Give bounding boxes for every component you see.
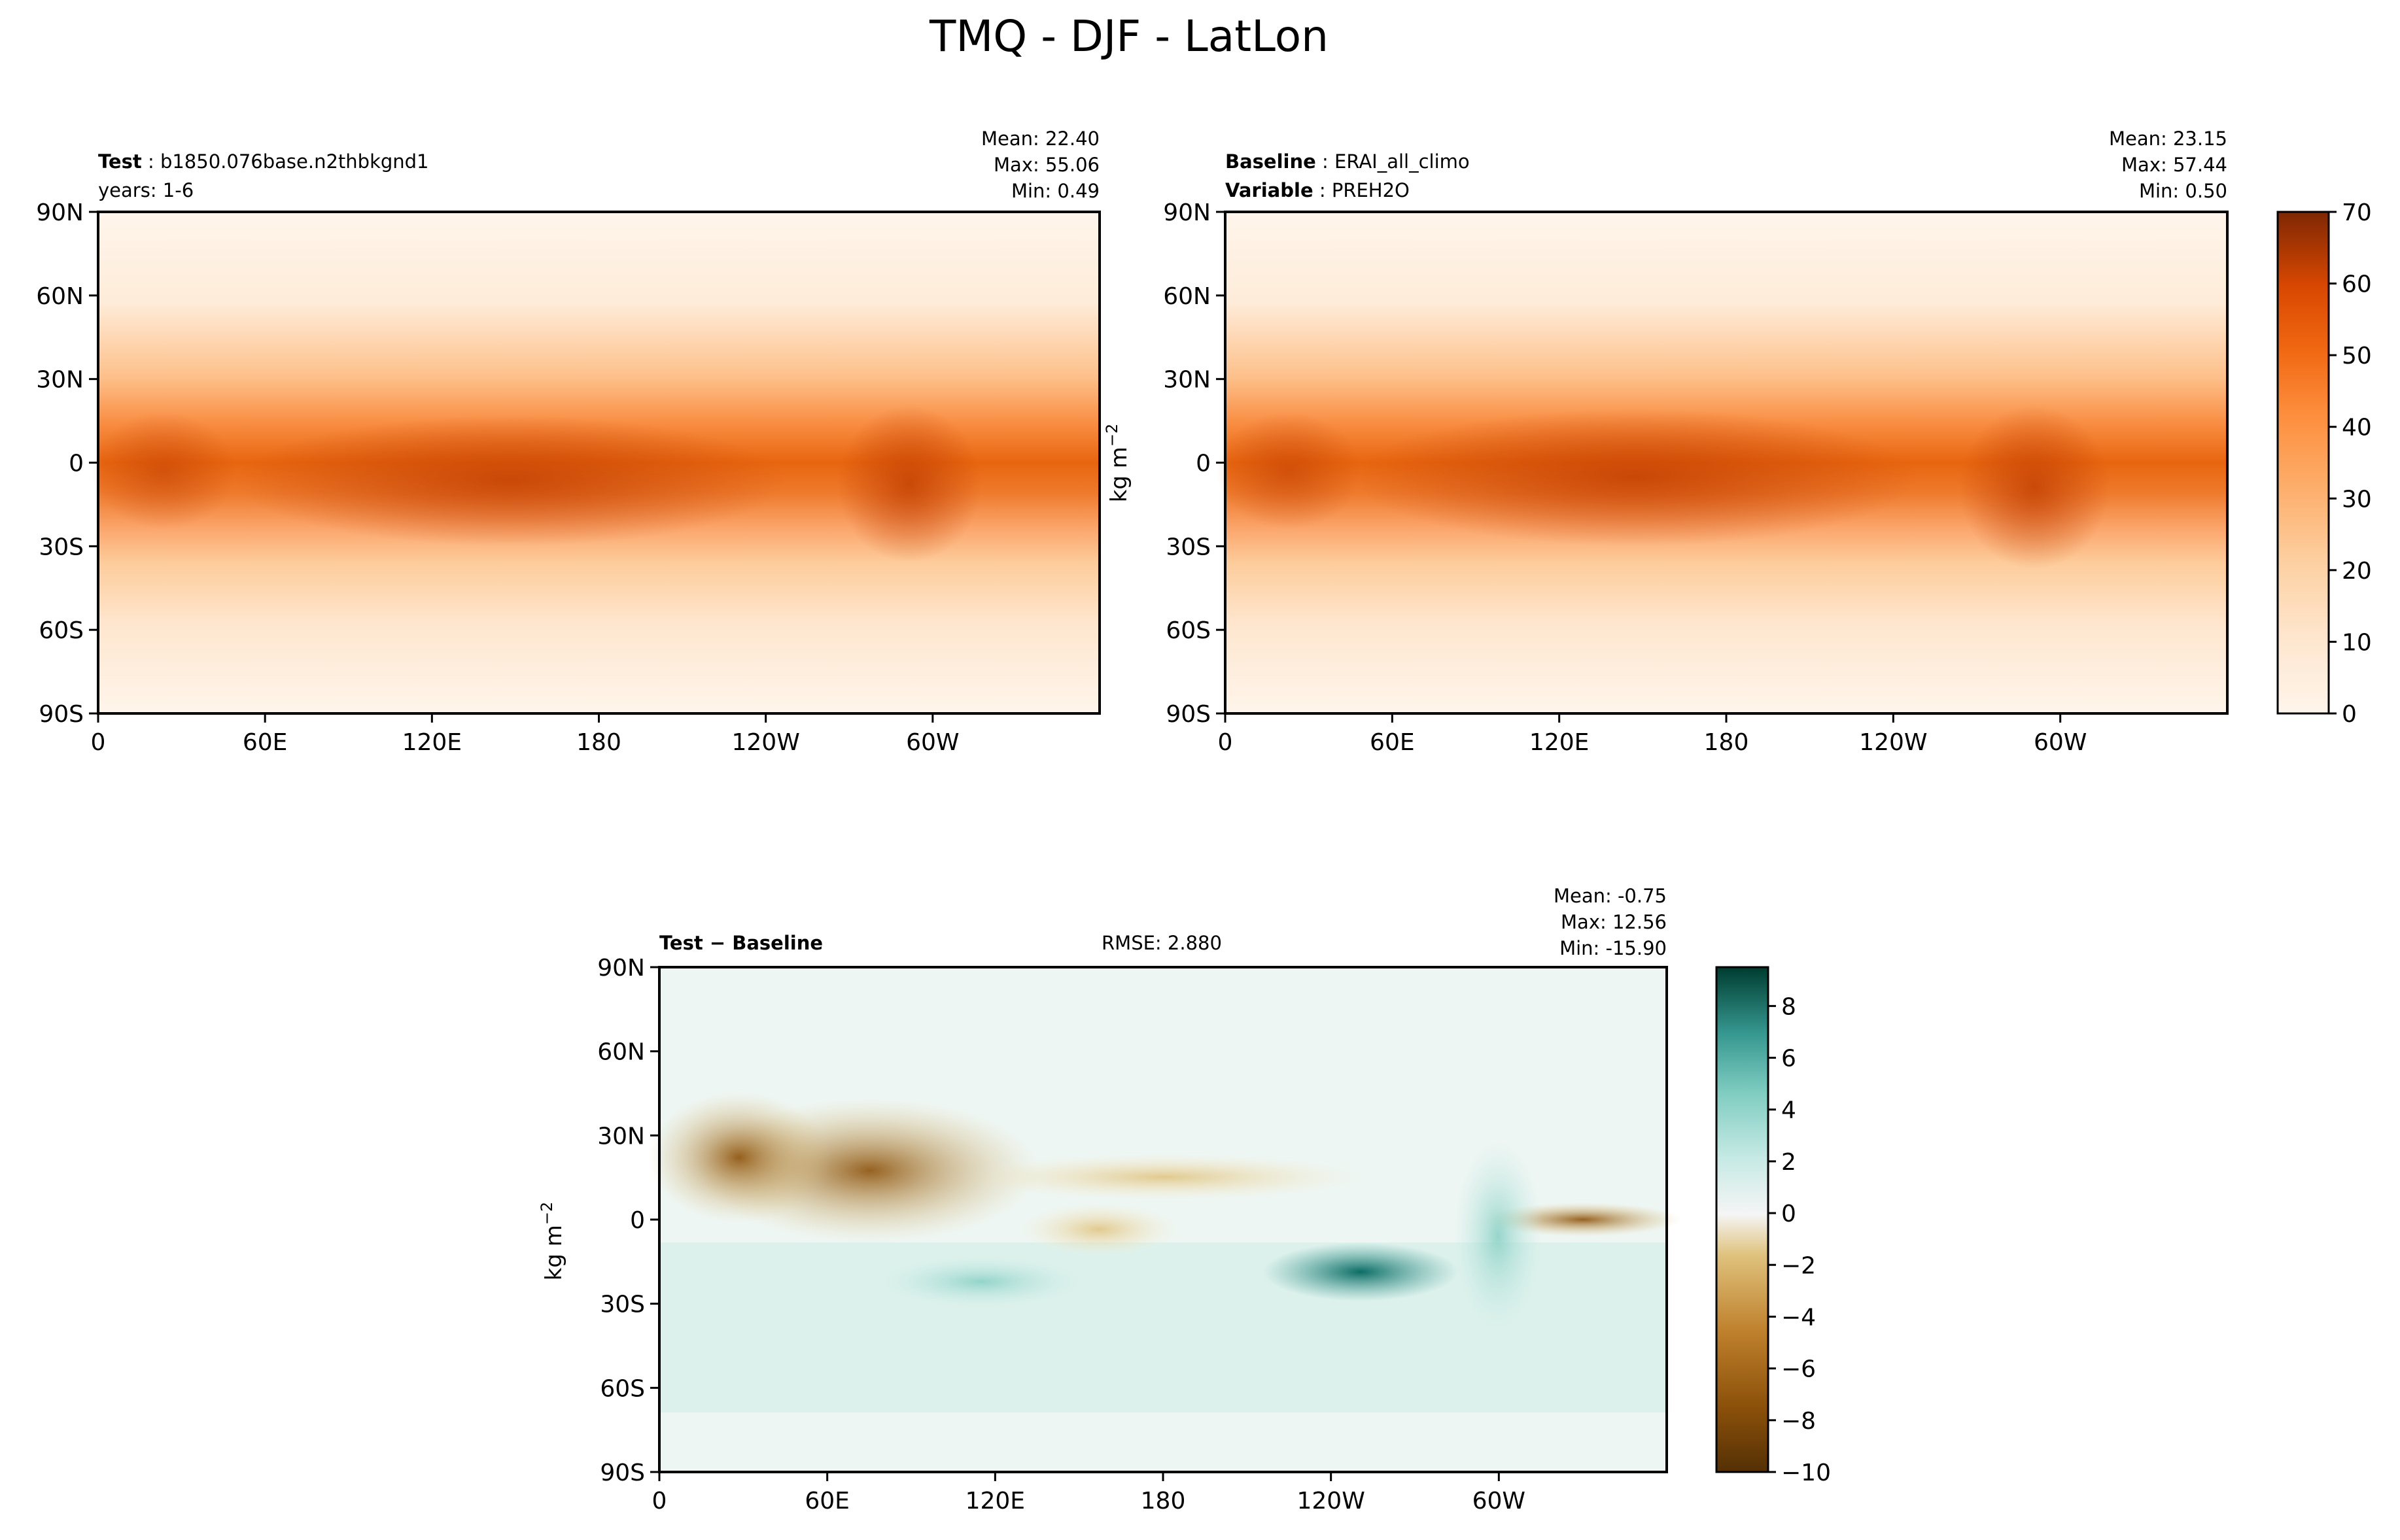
test-lat-label: 30S (39, 534, 84, 560)
baseline-lon-label: 60W (2034, 729, 2087, 756)
diff-title: Test − Baseline (659, 932, 823, 954)
test-lon-label: 60W (906, 729, 959, 756)
diff-lat-label: 90N (597, 955, 645, 982)
test-lat-label: 60N (36, 283, 84, 310)
colorbar-tmq-tick-label: 30 (2342, 486, 2372, 513)
colorbar-tmq-tick-label: 0 (2342, 701, 2357, 728)
colorbar-tmq-tick-label: 20 (2342, 558, 2372, 585)
test-lon-label: 120E (402, 729, 462, 756)
baseline-max: Max: 57.44 (2121, 154, 2227, 176)
baseline-variable: Variable : PREH2O (1225, 179, 1410, 201)
test-lat-label: 0 (69, 451, 84, 477)
diff-lat-label: 0 (630, 1207, 645, 1234)
diff-lon-label: 180 (1141, 1488, 1186, 1514)
test-lat-label: 30N (36, 367, 84, 394)
svg-text:kg m−2: kg m−2 (538, 1202, 567, 1281)
baseline-lat-label: 60S (1166, 617, 1211, 644)
diff-lon-label: 120E (965, 1488, 1025, 1514)
test-axes: 90N 60N 30N 0 30S 60S 90S 0 60E 120E 180 120W 60W (36, 199, 1101, 756)
colorbar-diff-tick-label: 2 (1781, 1149, 1796, 1176)
diff-lon-label: 60W (1472, 1488, 1525, 1514)
colorbar-diff-tick-label: −4 (1781, 1304, 1816, 1331)
svg-text:kg m−2: kg m−2 (1103, 424, 1132, 503)
baseline-lat-label: 30N (1163, 367, 1211, 394)
diff-lat-label: 30S (600, 1292, 645, 1318)
test-lat-label: 60S (39, 617, 84, 644)
colorbar-diff-tick-label: −6 (1781, 1356, 1816, 1383)
baseline-lon-label: 60E (1370, 729, 1415, 756)
diff-lon-label: 0 (652, 1488, 667, 1514)
colorbar-diff-tick-label: 4 (1781, 1097, 1796, 1124)
diff-lat-label: 60S (600, 1375, 645, 1402)
colorbar-tmq: 0 10 20 30 40 50 60 70 (2276, 199, 2372, 728)
test-years: years: 1-6 (98, 179, 194, 201)
colorbar-diff-tick-label: 8 (1781, 993, 1796, 1020)
diff-lon-label: 120W (1297, 1488, 1365, 1514)
test-lat-label: 90S (39, 701, 84, 728)
baseline-lon-label: 120W (1859, 729, 1927, 756)
colorbar-tmq-tick-label: 40 (2342, 415, 2372, 441)
colorbar-diff-tick-label: −10 (1781, 1460, 1831, 1486)
baseline-lat-label: 90N (1163, 199, 1211, 226)
diff-lat-label: 60N (597, 1039, 645, 1066)
diff-lon-label: 60E (805, 1488, 850, 1514)
test-lat-label: 90N (36, 199, 84, 226)
test-map (92, 212, 1100, 713)
figure-title: TMQ - DJF - LatLon (929, 11, 1329, 61)
panel-baseline: Baseline : ERAI_all_climo Variable : PRE… (1103, 128, 2227, 713)
baseline-label: Baseline : ERAI_all_climo (1225, 150, 1470, 173)
diff-axes: 90N 60N 30N 0 30S 60S 90S 0 60E 120E 180 120W 60W (597, 955, 1668, 1514)
diff-lat-label: 30N (597, 1123, 645, 1150)
diff-lat-label: 90S (600, 1460, 645, 1486)
test-label: Test : b1850.076base.n2thbkgnd1 (98, 150, 429, 173)
colorbar-diff-tick-label: −2 (1781, 1252, 1816, 1279)
baseline-lat-label: 0 (1196, 451, 1211, 477)
colorbar-diff: 8 6 4 2 0 −2 −4 −6 −8 −10 (1715, 966, 1831, 1486)
colorbar-tmq-tick-label: 50 (2342, 343, 2372, 369)
test-min: Min: 0.49 (1011, 180, 1100, 202)
baseline-lat-label: 90S (1166, 701, 1211, 728)
test-max: Max: 55.06 (994, 154, 1100, 176)
baseline-min: Min: 0.50 (2139, 180, 2227, 202)
diff-rmse: RMSE: 2.880 (1102, 932, 1222, 954)
colorbar-diff-tick-label: 0 (1781, 1201, 1796, 1227)
test-lon-label: 0 (91, 729, 106, 756)
diff-max: Max: 12.56 (1561, 911, 1667, 933)
colorbar-tmq-tick-label: 10 (2342, 629, 2372, 656)
baseline-lon-label: 120E (1529, 729, 1589, 756)
diff-min: Min: -15.90 (1559, 937, 1667, 959)
colorbar-tmq-tick-label: 60 (2342, 271, 2372, 298)
colorbar-tmq-ramp (2276, 211, 2330, 715)
colorbar-tmq-tick-label: 70 (2342, 199, 2372, 226)
test-mean: Mean: 22.40 (981, 128, 1100, 150)
diff-mean: Mean: -0.75 (1554, 885, 1667, 907)
baseline-axes: 90N 60N 30N 0 30S 60S 90S 0 60E 120E 180 120W 60W (1163, 199, 2229, 756)
test-lon-label: 120W (732, 729, 800, 756)
test-lon-label: 60E (243, 729, 288, 756)
colorbar-diff-tick-label: −8 (1781, 1408, 1816, 1435)
baseline-lon-label: 0 (1218, 729, 1233, 756)
diff-units-label: kg m−2 (538, 1202, 567, 1281)
panel-difference: Test − Baseline RMSE: 2.880 Mean: -0.75 … (538, 885, 1681, 1472)
colorbar-diff-tick-label: 6 (1781, 1046, 1796, 1072)
baseline-lat-label: 60N (1163, 283, 1211, 310)
diff-map (648, 967, 1681, 1472)
baseline-mean: Mean: 23.15 (2109, 128, 2227, 150)
test-lon-label: 180 (576, 729, 621, 756)
baseline-units-label: kg m−2 (1103, 424, 1132, 503)
panel-test: Test : b1850.076base.n2thbkgnd1 years: 1… (92, 128, 1100, 713)
colorbar-diff-ramp (1715, 966, 1769, 1473)
baseline-lon-label: 180 (1704, 729, 1749, 756)
baseline-lat-label: 30S (1166, 534, 1211, 560)
baseline-map (1217, 212, 2227, 713)
